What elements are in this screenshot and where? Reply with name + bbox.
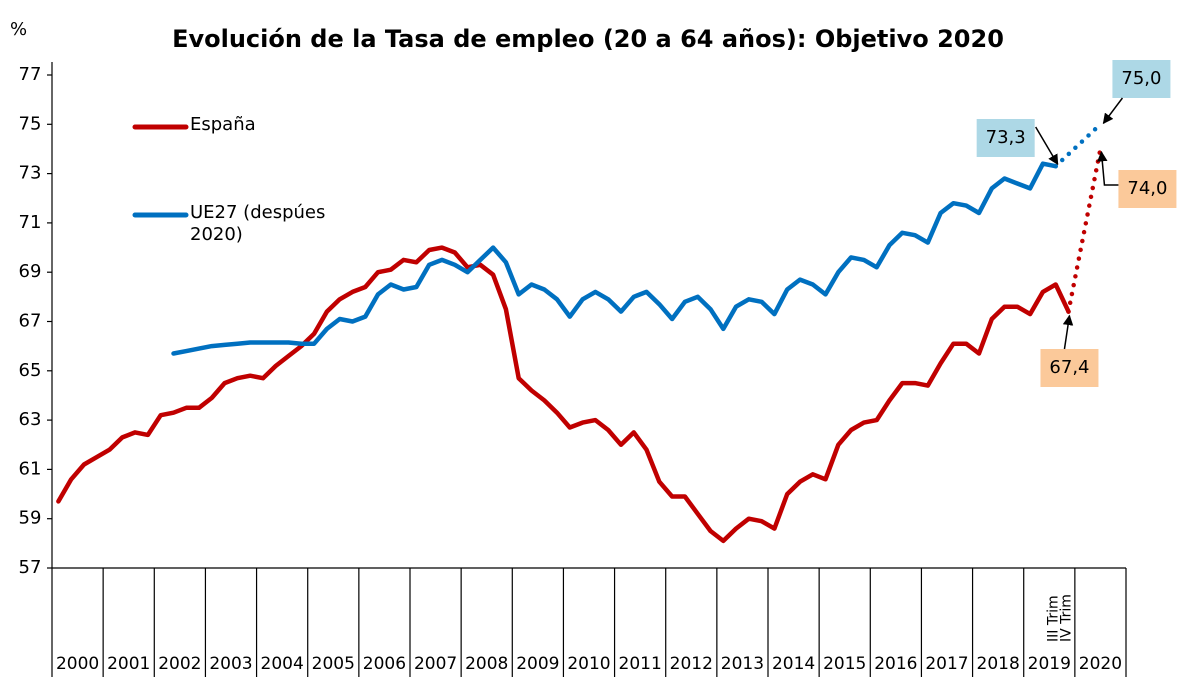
x-tick-label: 2014 <box>772 654 815 674</box>
legend-label: España <box>190 114 256 135</box>
series-line <box>171 161 1058 356</box>
target-label-box <box>1118 170 1177 208</box>
projection-line <box>1066 146 1103 314</box>
y-tick-label: 65 <box>19 360 42 381</box>
end-label-box <box>976 119 1035 157</box>
legend-entry: UE27 (despúes 2020) <box>190 202 326 245</box>
y-tick-label: 63 <box>19 409 42 430</box>
x-tick-label: 2019 <box>1028 654 1071 674</box>
projection-line <box>1053 122 1103 169</box>
x-tick-label: 2002 <box>158 654 201 674</box>
x-tick-label: 2013 <box>721 654 764 674</box>
y-tick-label: 61 <box>19 458 42 479</box>
y-tick-label: 71 <box>19 212 42 233</box>
end-label: 73,3 <box>986 127 1026 148</box>
x-tick-label: 2004 <box>261 654 304 674</box>
legend-entry: España <box>190 114 256 135</box>
annotation-arrow <box>1035 126 1059 166</box>
x-tick-label: 2000 <box>56 654 99 674</box>
y-tick-label: 59 <box>19 508 42 529</box>
target-label: 74,0 <box>1127 178 1167 199</box>
x-tick-label: 2009 <box>516 654 559 674</box>
x-tick-label: 2015 <box>823 654 866 674</box>
period-label: IV Trim <box>1058 594 1074 642</box>
legend-label: UE27 (despúes 2020) <box>190 202 326 245</box>
x-tick-label: 2020 <box>1079 654 1122 674</box>
y-tick-label: 69 <box>19 261 42 282</box>
annotation-arrow <box>1097 150 1119 186</box>
x-tick-label: 2006 <box>363 654 406 674</box>
x-tick-label: 2008 <box>465 654 508 674</box>
y-tick-label: 73 <box>19 163 42 184</box>
chart-title: Evolución de la Tasa de empleo (20 a 64 … <box>172 25 1004 53</box>
x-tick-label: 2010 <box>567 654 610 674</box>
y-tick-label: 75 <box>19 113 42 134</box>
y-axis-label: % <box>10 19 27 40</box>
x-tick-label: 2017 <box>925 654 968 674</box>
x-tick-label: 2005 <box>312 654 355 674</box>
x-tick-label: 2012 <box>670 654 713 674</box>
end-label: 67,4 <box>1049 357 1089 378</box>
x-tick-label: 2018 <box>977 654 1020 674</box>
target-label-box <box>1112 60 1171 98</box>
series-line <box>56 245 1071 544</box>
x-tick-label: 2011 <box>619 654 662 674</box>
x-tick-label: 2016 <box>874 654 917 674</box>
target-label: 75,0 <box>1121 68 1161 89</box>
y-tick-label: 77 <box>19 64 42 85</box>
x-tick-label: 2007 <box>414 654 457 674</box>
annotation-arrow <box>1102 97 1124 125</box>
x-tick-label: 2003 <box>209 654 252 674</box>
annotation-arrow <box>1062 314 1074 350</box>
end-label-box <box>1040 349 1099 387</box>
y-tick-label: 67 <box>19 311 42 332</box>
period-label: III Trim <box>1046 595 1062 642</box>
x-tick-label: 2001 <box>107 654 150 674</box>
y-tick-label: 57 <box>19 557 42 578</box>
